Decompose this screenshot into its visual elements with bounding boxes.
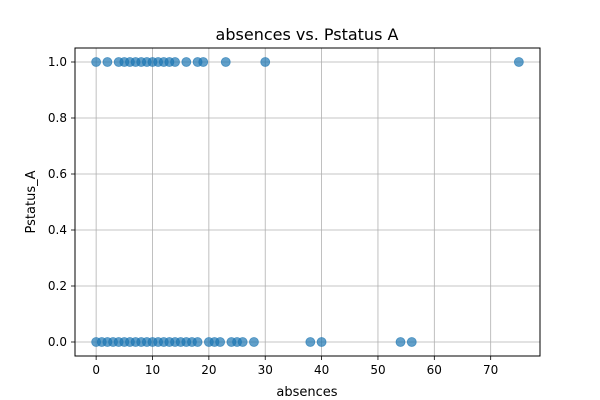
data-point	[513, 57, 524, 67]
data-point	[102, 57, 113, 67]
data-point	[181, 57, 192, 67]
y-tick-label: 0.8	[48, 111, 67, 125]
data-point	[220, 57, 231, 67]
data-point	[260, 57, 271, 67]
chart-title: absences vs. Pstatus A	[216, 25, 399, 44]
y-tick-label: 1.0	[48, 55, 67, 69]
data-point	[91, 57, 102, 67]
data-point	[316, 337, 327, 347]
plot-frame	[74, 47, 541, 357]
data-point	[395, 337, 406, 347]
x-tick-label: 60	[427, 363, 442, 377]
data-point	[406, 337, 417, 347]
x-tick-label: 50	[370, 363, 385, 377]
data-point	[305, 337, 316, 347]
x-tick-label: 20	[201, 363, 216, 377]
data-point	[198, 57, 209, 67]
x-tick-label: 70	[483, 363, 498, 377]
data-point	[249, 337, 259, 347]
x-tick-label: 30	[258, 363, 273, 377]
data-points	[91, 57, 524, 347]
y-axis-ticks: 0.0 0.2 0.4 0.6 0.8 1.0	[48, 55, 75, 349]
y-tick-label: 0.6	[48, 167, 67, 181]
x-axis-ticks: 0 10 20 30 40 50 60 70	[92, 356, 498, 377]
y-tick-label: 0.4	[48, 223, 67, 237]
y-tick-label: 0.0	[48, 335, 67, 349]
grid	[75, 48, 540, 356]
y-tick-label: 0.2	[48, 279, 67, 293]
data-point	[170, 57, 180, 67]
data-point	[237, 337, 248, 347]
x-tick-label: 10	[145, 363, 160, 377]
data-point	[215, 337, 226, 347]
y-axis-label: Pstatus_A	[24, 170, 39, 233]
data-point	[192, 337, 203, 347]
x-tick-label: 0	[92, 363, 100, 377]
x-tick-label: 40	[314, 363, 329, 377]
x-axis-label: absences	[276, 385, 337, 400]
